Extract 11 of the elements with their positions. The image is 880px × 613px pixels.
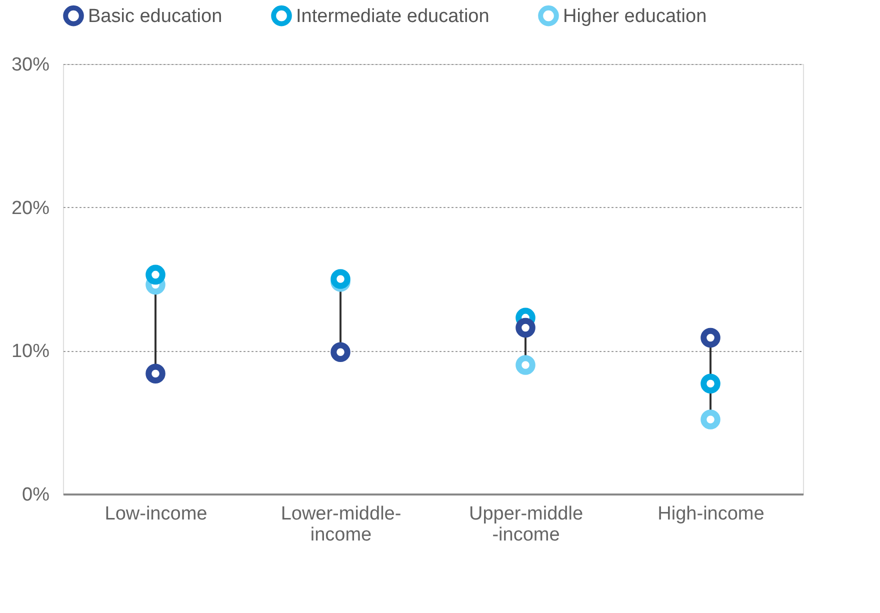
legend-label: Basic education — [88, 6, 222, 27]
x-tick-label: High-income — [658, 504, 764, 524]
legend-label: Higher education — [563, 6, 707, 27]
legend-label: Intermediate education — [296, 6, 490, 27]
x-tick-label: Upper-middle -income — [468, 504, 584, 546]
y-tick-label: 0% — [22, 484, 50, 506]
x-tick-label: Low-income — [104, 504, 208, 524]
y-tick-label: 30% — [11, 54, 50, 76]
y-tick-label: 10% — [11, 341, 50, 362]
x-tick-label: Lower-middle- income — [280, 504, 402, 546]
y-tick-label: 20% — [11, 198, 50, 219]
